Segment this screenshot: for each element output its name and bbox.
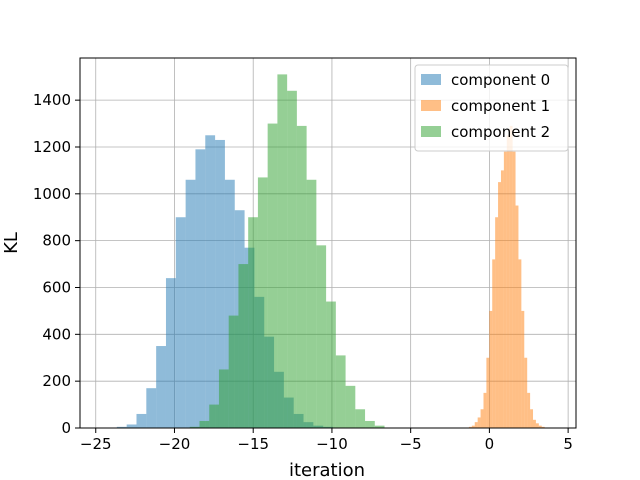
bar xyxy=(500,170,504,428)
bar xyxy=(486,357,490,428)
bar xyxy=(199,420,210,428)
bar xyxy=(218,369,229,428)
y-tick-label: 800 xyxy=(42,232,71,250)
y-tick-label: 1000 xyxy=(33,185,71,203)
legend: component 0 component 1 component 2 xyxy=(414,64,569,152)
bar xyxy=(489,310,493,428)
bar xyxy=(116,426,127,428)
bar xyxy=(530,409,534,428)
legend-box xyxy=(414,64,569,152)
x-axis-label: iteration xyxy=(289,460,365,480)
bar xyxy=(374,425,385,428)
bar xyxy=(126,424,137,428)
bar xyxy=(483,392,487,428)
series-1 xyxy=(468,125,545,429)
bar xyxy=(316,245,327,428)
bar xyxy=(267,123,278,429)
legend-swatch xyxy=(421,126,441,137)
bar xyxy=(248,217,258,428)
y-axis-label: KL xyxy=(1,232,22,254)
bar xyxy=(468,426,472,428)
bar xyxy=(538,425,542,428)
bar xyxy=(228,315,239,428)
legend-entry: component 2 xyxy=(451,123,550,141)
series-2 xyxy=(189,74,385,429)
bar xyxy=(355,409,366,428)
bar xyxy=(506,135,510,428)
y-tick-label: 600 xyxy=(42,278,71,296)
bar xyxy=(277,74,288,429)
bar xyxy=(527,392,531,428)
bar xyxy=(345,385,356,428)
x-tick-label: −10 xyxy=(316,435,348,453)
bar xyxy=(136,413,147,428)
x-tick-label: 5 xyxy=(563,435,573,453)
bar xyxy=(195,149,206,429)
y-tick-label: 400 xyxy=(42,325,71,343)
y-tick-label: 0 xyxy=(61,419,71,437)
bar xyxy=(533,419,536,428)
bar xyxy=(477,417,481,428)
x-tick-label: −15 xyxy=(237,435,269,453)
bar xyxy=(335,355,346,428)
axes xyxy=(75,57,577,433)
bar xyxy=(480,409,484,428)
bar xyxy=(535,423,539,428)
legend-swatch xyxy=(421,100,441,111)
bar xyxy=(189,426,200,428)
legend-entry: component 1 xyxy=(451,97,550,115)
bar xyxy=(224,179,235,428)
bar xyxy=(515,205,519,428)
bar xyxy=(365,420,375,428)
bar xyxy=(495,217,499,428)
tick-labels: −25 −20 −15 −10 −5 0 5 0 200 400 600 800 1000 1200 140… xyxy=(33,91,573,453)
bar xyxy=(498,182,501,428)
bar xyxy=(503,151,507,428)
y-tick-label: 200 xyxy=(42,372,71,390)
y-tick-label: 1200 xyxy=(33,138,71,156)
bar xyxy=(541,426,545,428)
bar xyxy=(165,278,176,428)
bar xyxy=(524,357,528,428)
bar xyxy=(175,217,186,428)
x-tick-label: 0 xyxy=(485,435,495,453)
bar xyxy=(257,177,268,428)
bar xyxy=(474,422,478,428)
bar xyxy=(185,179,196,428)
bar xyxy=(492,259,496,428)
bars xyxy=(116,74,545,429)
bar xyxy=(512,151,516,428)
x-tick-label: −5 xyxy=(400,435,422,453)
bar xyxy=(296,125,307,429)
bar xyxy=(509,125,513,429)
bar xyxy=(215,139,225,428)
x-tick-label: −25 xyxy=(80,435,112,453)
legend-entry: component 0 xyxy=(451,71,550,89)
bar xyxy=(209,404,219,428)
bar xyxy=(287,90,297,428)
bar xyxy=(238,264,249,428)
plot-frame xyxy=(79,57,577,429)
bar xyxy=(156,346,166,428)
bar xyxy=(205,135,216,428)
bar xyxy=(326,301,336,428)
bar xyxy=(146,388,157,428)
legend-swatch xyxy=(421,74,441,85)
bar xyxy=(306,179,317,428)
y-tick-label: 1400 xyxy=(33,91,71,109)
bar xyxy=(518,259,522,428)
bar xyxy=(521,310,525,428)
x-tick-label: −20 xyxy=(159,435,191,453)
bar xyxy=(471,425,475,428)
